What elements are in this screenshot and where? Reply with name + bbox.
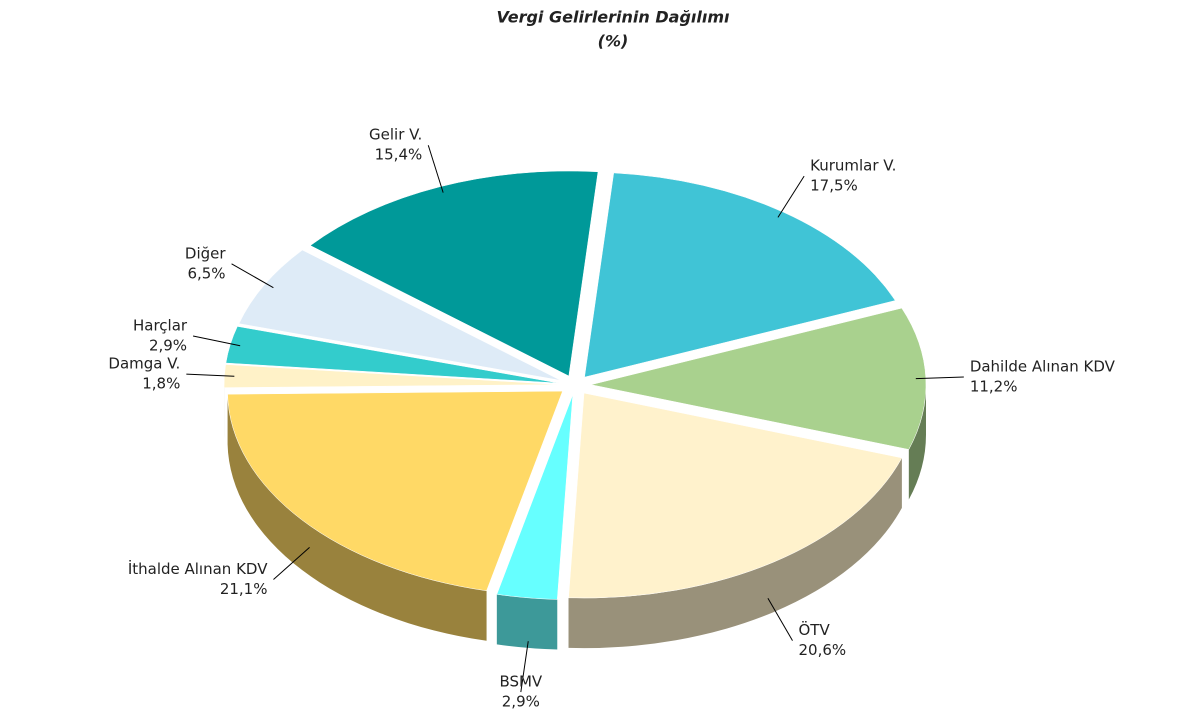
leader-line (186, 373, 235, 377)
leader-line (915, 376, 964, 380)
value-label: 20,6% (799, 641, 847, 659)
slice-label: ÖTV (799, 620, 831, 639)
leader-line (520, 641, 529, 693)
slice-label: Kurumlar V. (810, 157, 896, 175)
slice (568, 392, 903, 599)
leader-line (767, 598, 793, 641)
value-label: 15,4% (375, 146, 423, 164)
slice (496, 394, 574, 600)
slice-label: Damga V. (108, 355, 180, 373)
slice-label: Diğer (185, 244, 226, 262)
value-label: 1,8% (142, 375, 180, 393)
slice-label: Harçlar (133, 317, 188, 335)
slice-label: Dahilde Alınan KDV (970, 358, 1116, 376)
slice-side (908, 384, 926, 500)
slice (309, 170, 599, 377)
value-label: 11,2% (970, 378, 1018, 396)
slice-side (568, 457, 902, 649)
slice (227, 390, 563, 592)
slice-label: Gelir V. (369, 126, 422, 144)
leader-line (777, 175, 805, 218)
chart-subtitle: (%) (598, 32, 629, 51)
chart-title: Vergi Gelirlerinin Dağılımı (497, 8, 731, 27)
slice (238, 249, 561, 381)
slice-side (496, 594, 558, 650)
value-label: 17,5% (810, 177, 858, 195)
slice-label: BSMV (499, 673, 542, 691)
slice (225, 326, 560, 384)
slice (584, 172, 896, 378)
leader-line (273, 546, 310, 580)
value-label: 21,1% (220, 580, 268, 598)
value-label: 6,5% (187, 264, 225, 282)
value-label: 2,9% (502, 693, 540, 711)
leader-line (427, 145, 444, 193)
value-label: 2,9% (149, 337, 187, 355)
leader-line (231, 263, 274, 289)
slice-tops (223, 170, 927, 600)
slice-sides (224, 384, 926, 650)
leader-line (192, 335, 241, 347)
labels: Gelir V. 15,4% Kurumlar V. 17,5% Dahilde Alı… (108, 126, 1115, 711)
slice-side (227, 394, 487, 641)
slice-label: İthalde Alınan KDV (128, 559, 268, 578)
